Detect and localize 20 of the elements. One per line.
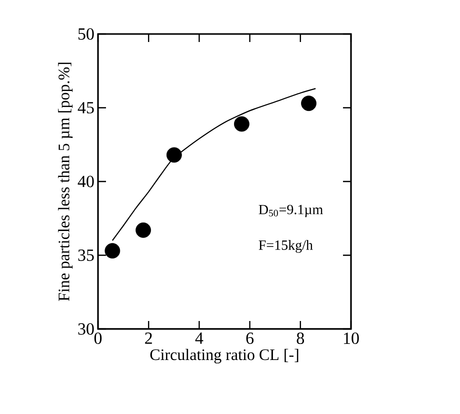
point bbox=[301, 96, 316, 112]
point bbox=[136, 222, 151, 238]
point bbox=[234, 116, 250, 132]
point bbox=[166, 147, 182, 163]
y-tick-label: 50 bbox=[78, 28, 94, 40]
x-axis-title: Circulating ratio CL [-] bbox=[150, 348, 298, 364]
y-axis-title: Fine particles less than 5 µm [pop.%] bbox=[58, 62, 73, 301]
annotation: F=15kg/h bbox=[258, 240, 313, 253]
y-tick-label: 40 bbox=[78, 176, 94, 188]
x-tick-label: 4 bbox=[195, 332, 204, 344]
point bbox=[104, 243, 120, 259]
x-tick-label: 10 bbox=[344, 332, 359, 344]
x-tick-label: 6 bbox=[246, 332, 254, 344]
x-tick-label: 2 bbox=[145, 332, 152, 344]
x-tick-label: 8 bbox=[296, 332, 304, 344]
y-tick-label: 45 bbox=[78, 102, 94, 114]
annotation: D$_{50}$=9.1µm bbox=[258, 204, 323, 218]
x-tick-label: 0 bbox=[94, 332, 102, 344]
y-tick-label: 30 bbox=[78, 323, 94, 335]
y-tick-label: 35 bbox=[78, 250, 94, 261]
